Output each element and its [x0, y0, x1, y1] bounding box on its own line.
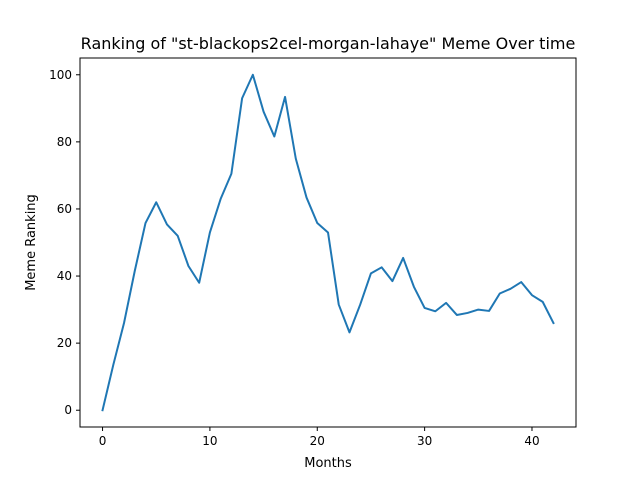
- y-axis-label: Meme Ranking: [24, 194, 39, 291]
- chart-title: Ranking of "st-blackops2cel-morgan-lahay…: [81, 34, 576, 53]
- y-tick-label: 40: [57, 269, 72, 283]
- axis-ticks: 0 10 20 30 40 0 20 40 60 80 100: [49, 68, 540, 448]
- y-tick-label: 60: [57, 202, 72, 216]
- x-tick-label: 20: [310, 434, 325, 448]
- x-tick-label: 30: [417, 434, 432, 448]
- x-tick-label: 10: [202, 434, 217, 448]
- x-axis-label: Months: [304, 456, 352, 471]
- y-tick-label: 80: [57, 135, 72, 149]
- x-tick-label: 0: [99, 434, 107, 448]
- y-tick-label: 0: [64, 403, 72, 417]
- y-tick-label: 20: [57, 336, 72, 350]
- plot-frame: [79, 57, 577, 428]
- plot-area: [101, 73, 555, 412]
- x-tick-label: 40: [524, 434, 539, 448]
- y-tick-label: 100: [49, 68, 72, 82]
- series-line-0: [101, 73, 555, 412]
